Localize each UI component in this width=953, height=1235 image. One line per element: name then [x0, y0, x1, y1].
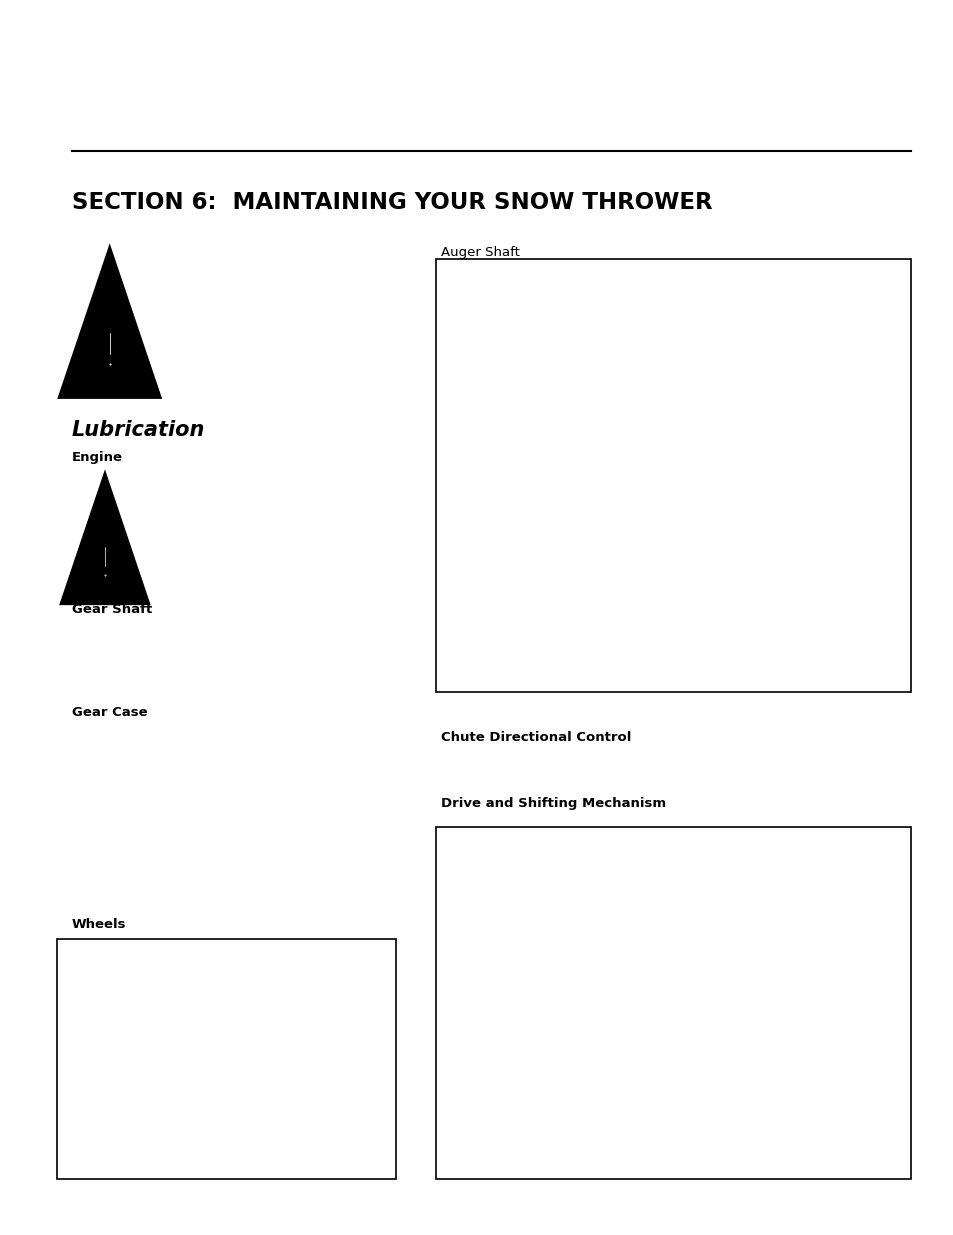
Bar [436, 827, 910, 1179]
Text: SECTION 6:  MAINTAINING YOUR SNOW THROWER: SECTION 6: MAINTAINING YOUR SNOW THROWER [71, 191, 712, 215]
Text: Auger Shaft: Auger Shaft [440, 246, 519, 259]
Text: Chute Directional Control: Chute Directional Control [440, 731, 631, 745]
Text: Gear Case: Gear Case [71, 706, 147, 720]
Text: Wheels: Wheels [71, 918, 126, 931]
Bar [57, 939, 395, 1179]
Text: Lubrication: Lubrication [71, 420, 205, 440]
Bar [436, 259, 910, 692]
Text: Drive and Shifting Mechanism: Drive and Shifting Mechanism [440, 797, 665, 810]
Polygon shape [59, 469, 151, 605]
Polygon shape [57, 243, 162, 399]
Text: Engine: Engine [71, 451, 122, 464]
Text: Gear Shaft: Gear Shaft [71, 603, 152, 616]
